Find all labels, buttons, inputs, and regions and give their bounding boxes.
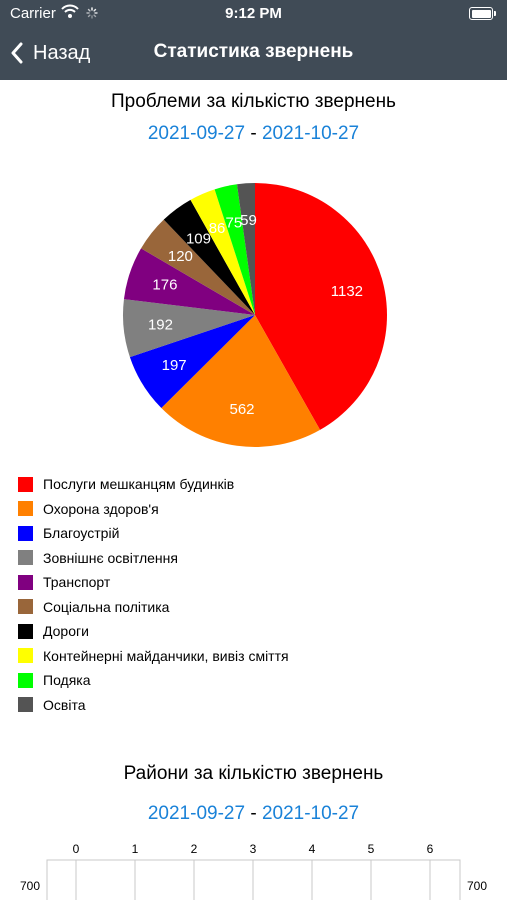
districts-chart-title: Райони за кількістю звернень bbox=[123, 763, 384, 784]
pie-slice[interactable] bbox=[190, 189, 255, 315]
pie-slice-label: 86 bbox=[209, 220, 226, 237]
x-tick-label: 0 bbox=[73, 842, 80, 856]
legend-swatch bbox=[18, 476, 33, 492]
clock: 9:12 PM bbox=[225, 5, 282, 22]
activity-spinner-icon bbox=[86, 6, 98, 23]
legend-label: Послуги мешканцям будинків bbox=[43, 476, 235, 493]
x-tick-label: 6 bbox=[427, 842, 434, 856]
districts-bar-chart: 0 1 2 3 4 5 6 700 700 bbox=[20, 842, 487, 900]
legend-label: Охорона здоров'я bbox=[43, 500, 159, 517]
x-tick-label: 5 bbox=[368, 842, 375, 856]
pie-slice[interactable] bbox=[255, 183, 388, 430]
problems-legend: Послуги мешканцям будинків Охорона здоров… bbox=[18, 472, 289, 717]
pie-slice[interactable] bbox=[214, 184, 255, 315]
legend-swatch bbox=[18, 697, 33, 713]
legend-label: Соціальна політика bbox=[43, 598, 170, 615]
legend-label: Благоустрій bbox=[43, 525, 120, 542]
legend-item: Послуги мешканцям будинків bbox=[18, 472, 289, 497]
pie-slice-label: 197 bbox=[162, 357, 187, 374]
pie-slice-label: 75 bbox=[226, 214, 243, 231]
pie-slice[interactable] bbox=[123, 299, 255, 358]
problems-date-range: 2021-09-27 - 2021-10-27 bbox=[0, 123, 507, 145]
date-from-link[interactable]: 2021-09-27 bbox=[147, 803, 246, 824]
x-tick-label: 1 bbox=[132, 842, 139, 856]
legend-swatch bbox=[18, 623, 33, 639]
legend-item: Освіта bbox=[18, 693, 289, 718]
legend-swatch bbox=[18, 599, 33, 615]
legend-label: Контейнерні майданчики, вивіз сміття bbox=[43, 647, 289, 664]
battery-icon bbox=[469, 7, 496, 20]
navigation-bar: Назад Статистика звернень bbox=[0, 28, 507, 80]
problems-chart-title: Проблеми за кількістю звернень bbox=[111, 91, 396, 112]
legend-item: Охорона здоров'я bbox=[18, 497, 289, 522]
legend-item: Контейнерні майданчики, вивіз сміття bbox=[18, 644, 289, 669]
back-button[interactable]: Назад bbox=[10, 38, 90, 68]
top-bar: Carrier 9:12 PM bbox=[0, 0, 507, 80]
carrier-label: Carrier bbox=[10, 5, 56, 22]
date-from-link[interactable]: 2021-09-27 bbox=[147, 123, 246, 144]
date-to-link[interactable]: 2021-10-27 bbox=[261, 803, 360, 824]
legend-swatch bbox=[18, 501, 33, 517]
legend-item: Благоустрій bbox=[18, 521, 289, 546]
legend-item: Зовнішнє освітлення bbox=[18, 546, 289, 571]
page-title: Статистика звернень bbox=[153, 41, 354, 62]
legend-label: Освіта bbox=[43, 696, 86, 713]
x-tick-label: 2 bbox=[191, 842, 198, 856]
y-tick-label-left: 700 bbox=[20, 879, 40, 893]
chevron-left-icon bbox=[11, 42, 23, 64]
pie-slice[interactable] bbox=[129, 315, 255, 409]
legend-swatch bbox=[18, 672, 33, 688]
legend-label: Подяка bbox=[43, 672, 91, 689]
back-label: Назад bbox=[33, 41, 91, 64]
x-tick-label: 4 bbox=[309, 842, 316, 856]
date-to-link[interactable]: 2021-10-27 bbox=[261, 123, 360, 144]
legend-item: Подяка bbox=[18, 668, 289, 693]
pie-slice[interactable] bbox=[141, 219, 255, 315]
x-tick-label: 3 bbox=[250, 842, 257, 856]
legend-item: Соціальна політика bbox=[18, 595, 289, 620]
pie-slice-label: 59 bbox=[240, 212, 257, 229]
pie-slice[interactable] bbox=[163, 199, 255, 315]
legend-label: Транспорт bbox=[43, 574, 111, 591]
pie-slice-label: 1132 bbox=[331, 283, 363, 300]
legend-swatch bbox=[18, 648, 33, 664]
legend-label: Зовнішнє освітлення bbox=[43, 549, 178, 566]
pie-slice[interactable] bbox=[236, 183, 255, 315]
legend-item: Дороги bbox=[18, 619, 289, 644]
pie-slice[interactable] bbox=[161, 315, 321, 448]
pie-slice-label: 176 bbox=[152, 277, 177, 294]
pie-slice[interactable] bbox=[123, 248, 255, 315]
pie-slice-label: 120 bbox=[168, 248, 193, 265]
legend-swatch bbox=[18, 574, 33, 590]
pie-slice-label: 562 bbox=[230, 401, 255, 418]
districts-date-range: 2021-09-27 - 2021-10-27 bbox=[0, 803, 507, 825]
date-separator: - bbox=[250, 803, 257, 824]
legend-swatch bbox=[18, 525, 33, 541]
pie-slice-label: 192 bbox=[148, 317, 173, 334]
legend-swatch bbox=[18, 550, 33, 566]
y-tick-label-right: 700 bbox=[467, 879, 487, 893]
pie-slice-label: 109 bbox=[186, 231, 211, 248]
date-separator: - bbox=[250, 123, 257, 144]
wifi-icon bbox=[61, 4, 79, 22]
legend-label: Дороги bbox=[43, 623, 89, 640]
status-bar: Carrier 9:12 PM bbox=[0, 0, 507, 28]
legend-item: Транспорт bbox=[18, 570, 289, 595]
